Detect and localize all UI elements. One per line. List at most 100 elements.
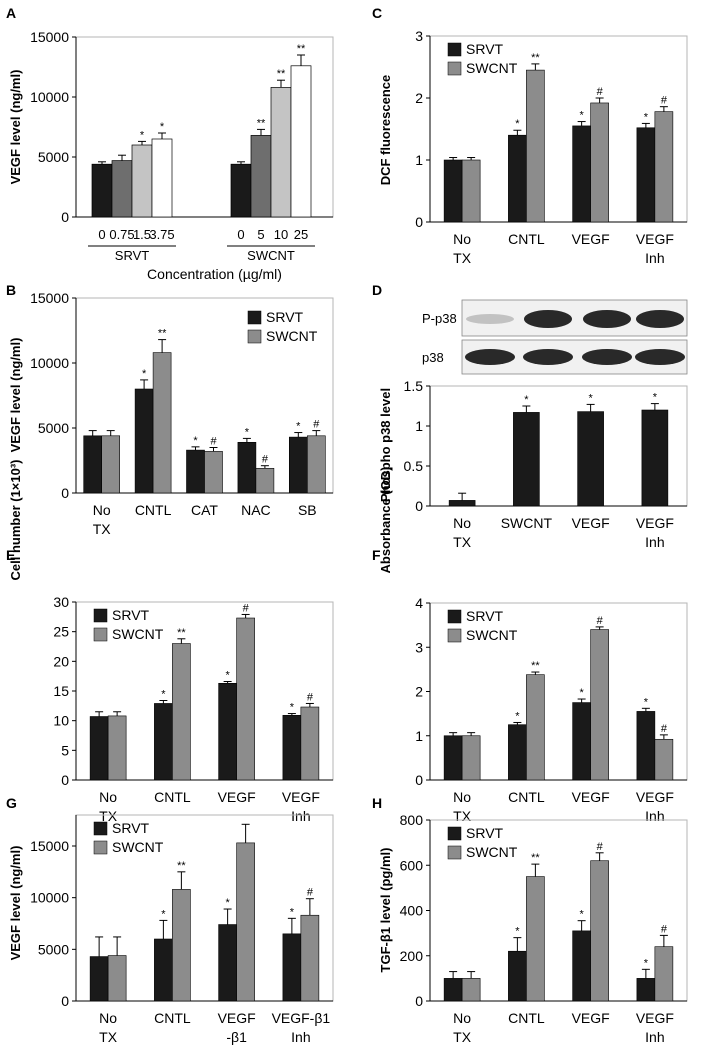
x-category-label: TX	[99, 1029, 118, 1045]
x-category-label: CNTL	[154, 1010, 191, 1026]
significance-mark: #	[307, 887, 314, 899]
bar	[134, 388, 154, 494]
x-category-label: CNTL	[508, 1010, 545, 1026]
significance-mark: *	[161, 688, 166, 700]
y-axis-title: VEGF level (ng/ml)	[8, 846, 23, 961]
y-tick-label: 25	[53, 624, 69, 640]
x-category-label: VEGF	[572, 1010, 610, 1026]
x-category-label: VEGF	[636, 1010, 674, 1026]
significance-mark: *	[140, 129, 145, 141]
legend-label: SRVT	[112, 607, 150, 623]
x-category-label: VEGF	[636, 789, 674, 805]
y-tick-label: 0	[415, 498, 423, 514]
significance-mark: *	[296, 421, 301, 433]
group-label: SWCNT	[247, 248, 295, 263]
x-category-label: Inh	[645, 1029, 664, 1045]
significance-mark: *	[644, 111, 649, 123]
x-category-label: No	[99, 1010, 117, 1026]
x-category-label: VEGF	[572, 789, 610, 805]
significance-mark: **	[297, 43, 306, 55]
bar	[282, 715, 302, 781]
significance-mark: *	[142, 368, 147, 380]
x-category-label: SB	[298, 502, 317, 518]
x-concentration-label: 25	[294, 227, 308, 242]
x-category-label: VEGF	[572, 515, 610, 531]
bar	[186, 449, 205, 494]
x-concentration-label: 0	[98, 227, 105, 242]
legend-swatch	[447, 845, 462, 860]
y-tick-label: 3	[415, 28, 423, 44]
y-axis-title: Phospho p38 level	[378, 388, 393, 502]
bar	[282, 933, 302, 1002]
bar	[218, 682, 237, 781]
panel-A: 0 5000 10000 15000 VEGF level (ng/ml) A 0 0.75 *…	[6, 5, 334, 282]
blot-band	[465, 349, 515, 365]
y-tick-label: 2	[415, 684, 423, 700]
blot-band	[582, 349, 632, 365]
legend-label: SWCNT	[466, 627, 518, 643]
bar	[255, 467, 275, 494]
legend-swatch	[93, 608, 108, 623]
x-category-label: VEGF	[636, 515, 674, 531]
y-tick-label: 400	[400, 903, 424, 919]
significance-mark: *	[579, 909, 584, 921]
bar	[300, 706, 320, 781]
x-category-label: Inh	[645, 534, 664, 550]
x-category-label: TX	[453, 250, 472, 266]
significance-mark: *	[515, 118, 520, 130]
bar	[154, 938, 173, 1002]
significance-mark: *	[524, 394, 529, 406]
significance-mark: *	[579, 110, 584, 122]
bar	[204, 451, 223, 494]
bar	[508, 950, 527, 1002]
x-category-label: TX	[453, 534, 472, 550]
significance-mark: **	[531, 660, 540, 672]
y-tick-label: 0	[61, 485, 69, 501]
y-tick-label: 200	[400, 948, 424, 964]
x-category-label: No	[453, 515, 471, 531]
x-category-label: CNTL	[508, 789, 545, 805]
legend-swatch	[447, 42, 462, 57]
bar	[107, 955, 127, 1002]
significance-mark: *	[160, 121, 165, 133]
legend-swatch	[93, 840, 108, 855]
y-tick-label: 15000	[30, 29, 69, 45]
significance-mark: *	[225, 897, 230, 909]
x-category-label: TX	[93, 521, 112, 537]
bar	[590, 629, 609, 781]
legend-swatch	[447, 628, 462, 643]
significance-mark: #	[597, 615, 604, 627]
bar	[151, 138, 173, 218]
significance-mark: #	[597, 86, 604, 98]
y-tick-label: 0	[61, 993, 69, 1009]
panel-letter: F	[372, 547, 381, 563]
significance-mark: *	[588, 392, 593, 404]
y-tick-label: 800	[400, 812, 424, 828]
significance-mark: *	[161, 908, 166, 920]
bar	[572, 702, 591, 781]
legend-swatch	[247, 310, 262, 325]
bar	[590, 102, 609, 223]
legend-swatch	[93, 821, 108, 836]
y-tick-label: 10000	[30, 890, 69, 906]
legend-label: SRVT	[466, 825, 504, 841]
blot-label: P-p38	[422, 311, 457, 326]
x-category-label: TX	[453, 1029, 472, 1045]
y-axis-title: Cell number (1×10³)	[8, 459, 23, 580]
bar	[218, 924, 237, 1002]
significance-mark: **	[177, 627, 186, 639]
bar	[654, 946, 674, 1002]
panel-letter: D	[372, 282, 382, 298]
x-concentration-label: 0	[237, 227, 244, 242]
bar	[172, 889, 191, 1002]
y-tick-label: 5000	[38, 941, 69, 957]
y-tick-label: 0	[415, 772, 423, 788]
y-tick-label: 5000	[38, 420, 69, 436]
significance-mark: #	[210, 436, 217, 448]
bar	[590, 860, 609, 1002]
x-category-label: TX	[99, 808, 118, 824]
significance-mark: **	[531, 852, 540, 864]
legend-swatch	[447, 609, 462, 624]
significance-mark: *	[245, 426, 250, 438]
